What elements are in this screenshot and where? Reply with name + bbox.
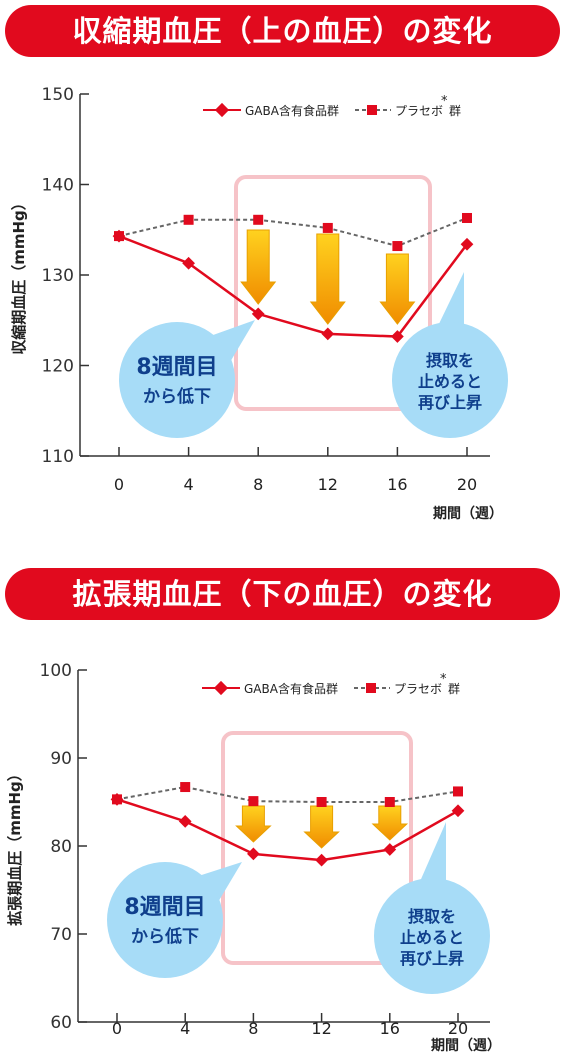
bubble-right-line3: 再び上昇	[400, 949, 464, 968]
y-tick-label: 100	[40, 661, 72, 681]
x-tick-label: 0	[114, 475, 124, 494]
placebo-point	[384, 797, 395, 807]
x-axis-title: 期間（週）	[431, 1038, 501, 1054]
y-tick-label: 110	[42, 447, 74, 467]
gaba-point	[391, 330, 404, 343]
down-arrow	[309, 233, 346, 325]
x-tick-label: 8	[253, 475, 263, 494]
bubble-left	[107, 862, 223, 978]
placebo-point	[392, 241, 403, 252]
diastolic-chart: 100 90 80 70 60 0 4 8 12 16 20 拡張期血圧（mmHg） 期間（週） GABA…	[6, 661, 501, 1054]
bubble-right-line3: 再び上昇	[418, 393, 482, 412]
gaba-point	[451, 804, 465, 818]
chart1-title-banner: 収縮期血圧（上の血圧）の変化	[5, 5, 560, 57]
gaba-point	[315, 853, 328, 867]
down-arrow	[371, 805, 409, 841]
bubble-right-line1: 摂取を	[408, 907, 456, 926]
x-tick-label: 8	[248, 1019, 258, 1038]
legend-asterisk: *	[440, 672, 447, 687]
bubble-right-line2: 止めると	[418, 372, 482, 391]
y-tick-label: 150	[42, 85, 74, 105]
y-tick-label: 140	[42, 176, 74, 196]
bubble-right	[374, 878, 490, 994]
y-tick-label: 90	[50, 749, 72, 769]
x-tick-label: 20	[457, 475, 477, 494]
bubble-right-tail	[436, 272, 464, 330]
down-arrow	[240, 229, 277, 305]
gaba-point	[112, 229, 126, 243]
x-tick-label: 12	[318, 475, 338, 494]
y-tick-label: 60	[50, 1013, 72, 1033]
gaba-point	[383, 843, 397, 856]
gaba-point	[460, 237, 474, 251]
placebo-point	[316, 797, 327, 807]
legend-gaba-marker	[213, 680, 229, 696]
gaba-point	[178, 814, 192, 828]
chart2-title-banner: 拡張期血圧（下の血圧）の変化	[5, 568, 560, 620]
down-arrow	[235, 805, 272, 843]
bubble-left-line2: から低下	[143, 386, 211, 407]
systolic-chart: 150 140 130 120 110 0 4 8 12 16 20 収縮期血圧（mmHg） 期間（週）…	[10, 85, 508, 522]
legend-gaba-label: GABA含有食品群	[244, 681, 338, 696]
y-tick-label: 70	[50, 925, 72, 945]
y-tick-label: 130	[42, 266, 74, 286]
placebo-line	[116, 786, 459, 803]
placebo-point	[183, 214, 194, 225]
down-arrow	[303, 805, 340, 849]
x-tick-label: 12	[311, 1019, 331, 1038]
x-tick-label: 0	[112, 1019, 122, 1038]
legend-group-label: 群	[448, 682, 460, 696]
gaba-point	[321, 327, 335, 341]
placebo-point	[180, 782, 191, 793]
x-tick-label: 16	[380, 1019, 400, 1038]
gaba-line	[116, 798, 459, 862]
y-axis-title: 収縮期血圧（mmHg）	[10, 195, 28, 355]
bubble-right-line1: 摂取を	[426, 351, 474, 370]
legend-group-label: 群	[449, 104, 461, 118]
gaba-line	[118, 234, 468, 338]
x-tick-label: 20	[448, 1019, 468, 1038]
bubble-left-line1: 8週間目	[124, 895, 205, 920]
y-tick-label: 120	[42, 357, 74, 377]
placebo-line	[118, 217, 468, 248]
placebo-point	[248, 796, 259, 807]
bubble-left-line1: 8週間目	[136, 355, 217, 380]
legend-placebo-label: プラセボ	[394, 682, 442, 696]
placebo-point	[453, 786, 463, 797]
x-tick-label: 4	[180, 1019, 190, 1038]
y-axis-title: 拡張期血圧（mmHg）	[6, 766, 24, 926]
y-tick-label: 80	[50, 837, 72, 857]
gaba-point	[251, 307, 265, 321]
bubble-right-line2: 止めると	[400, 928, 464, 947]
gaba-point	[182, 256, 195, 270]
gaba-point	[247, 847, 260, 861]
placebo-point	[322, 222, 333, 233]
legend-asterisk: *	[441, 94, 448, 109]
placebo-point	[462, 212, 472, 223]
legend-placebo-marker	[367, 105, 377, 115]
legend-gaba-marker	[214, 102, 230, 118]
bubble-left-line2: から低下	[131, 926, 199, 947]
legend-gaba-label: GABA含有食品群	[245, 103, 339, 118]
down-arrow	[379, 253, 416, 325]
bubble-right-tail	[418, 822, 446, 886]
x-axis-title: 期間（週）	[433, 506, 503, 522]
bubble-left	[119, 322, 235, 438]
legend-placebo-marker	[366, 683, 376, 693]
bubble-right	[392, 322, 508, 438]
x-tick-label: 4	[184, 475, 194, 494]
legend-placebo-label: プラセボ	[395, 104, 443, 118]
x-tick-label: 16	[387, 475, 407, 494]
placebo-point	[253, 214, 264, 225]
highlight-box	[221, 731, 413, 965]
